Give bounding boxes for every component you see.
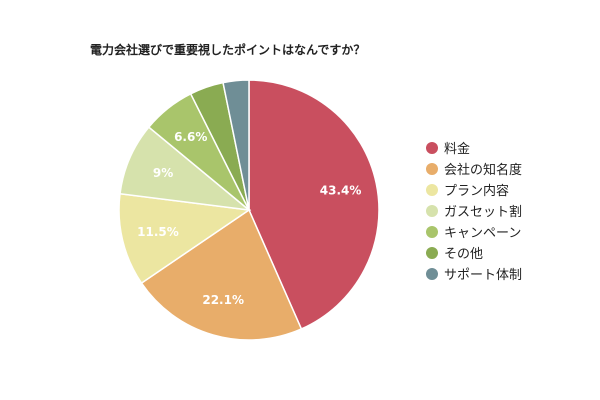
pie-slice[interactable] xyxy=(222,79,250,211)
legend: 料金会社の知名度 プラン内容ガスセット割 キャンペーン その他サポート体制 xyxy=(426,137,522,284)
legend-swatch xyxy=(426,267,438,280)
legend-label: ガスセット割 xyxy=(444,205,523,220)
legend-swatch xyxy=(426,183,438,196)
legend-item[interactable]: その他 xyxy=(426,242,522,263)
legend-swatch xyxy=(426,141,438,154)
legend-item[interactable]: ガスセット割 xyxy=(426,200,522,221)
legend-label: 料金 xyxy=(444,142,471,157)
legend-item[interactable]: サポート体制 xyxy=(426,263,522,284)
legend-label: 会社の知名度 xyxy=(444,163,523,178)
data-label: 43.4% xyxy=(320,184,362,198)
legend-item[interactable]: 会社の知名度 xyxy=(426,158,522,179)
pie-slice[interactable] xyxy=(248,79,380,330)
data-label: 6.6% xyxy=(174,130,207,144)
pie-slice[interactable] xyxy=(140,208,303,341)
legend-item[interactable]: 料金 xyxy=(426,137,522,158)
legend-item[interactable]: キャンペーン xyxy=(426,221,522,242)
legend-swatch xyxy=(426,225,438,238)
data-label: 22.1% xyxy=(202,293,244,307)
legend-label: プラン内容 xyxy=(444,184,510,199)
legend-item[interactable]: プラン内容 xyxy=(426,179,522,200)
pie-slice[interactable] xyxy=(118,192,252,285)
chart-title: 電力会社選びで重要視したポイントはなんですか？ xyxy=(90,43,366,57)
data-label: 11.5% xyxy=(137,225,179,239)
legend-label: サポート体制 xyxy=(444,268,523,283)
legend-label: キャンペーン xyxy=(444,226,522,241)
legend-swatch xyxy=(426,246,438,259)
legend-swatch xyxy=(426,162,438,175)
legend-label: その他 xyxy=(444,247,484,262)
data-label: 9% xyxy=(153,166,173,180)
legend-swatch xyxy=(426,204,438,217)
